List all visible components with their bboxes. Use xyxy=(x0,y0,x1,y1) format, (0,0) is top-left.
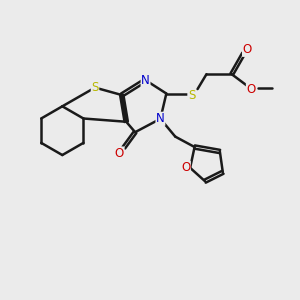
Text: N: N xyxy=(156,112,165,125)
Text: O: O xyxy=(243,43,252,56)
Text: O: O xyxy=(181,161,190,174)
Text: S: S xyxy=(188,88,195,101)
Text: N: N xyxy=(141,74,150,87)
Text: O: O xyxy=(246,83,256,97)
Text: S: S xyxy=(91,81,99,94)
Text: O: O xyxy=(115,147,124,160)
